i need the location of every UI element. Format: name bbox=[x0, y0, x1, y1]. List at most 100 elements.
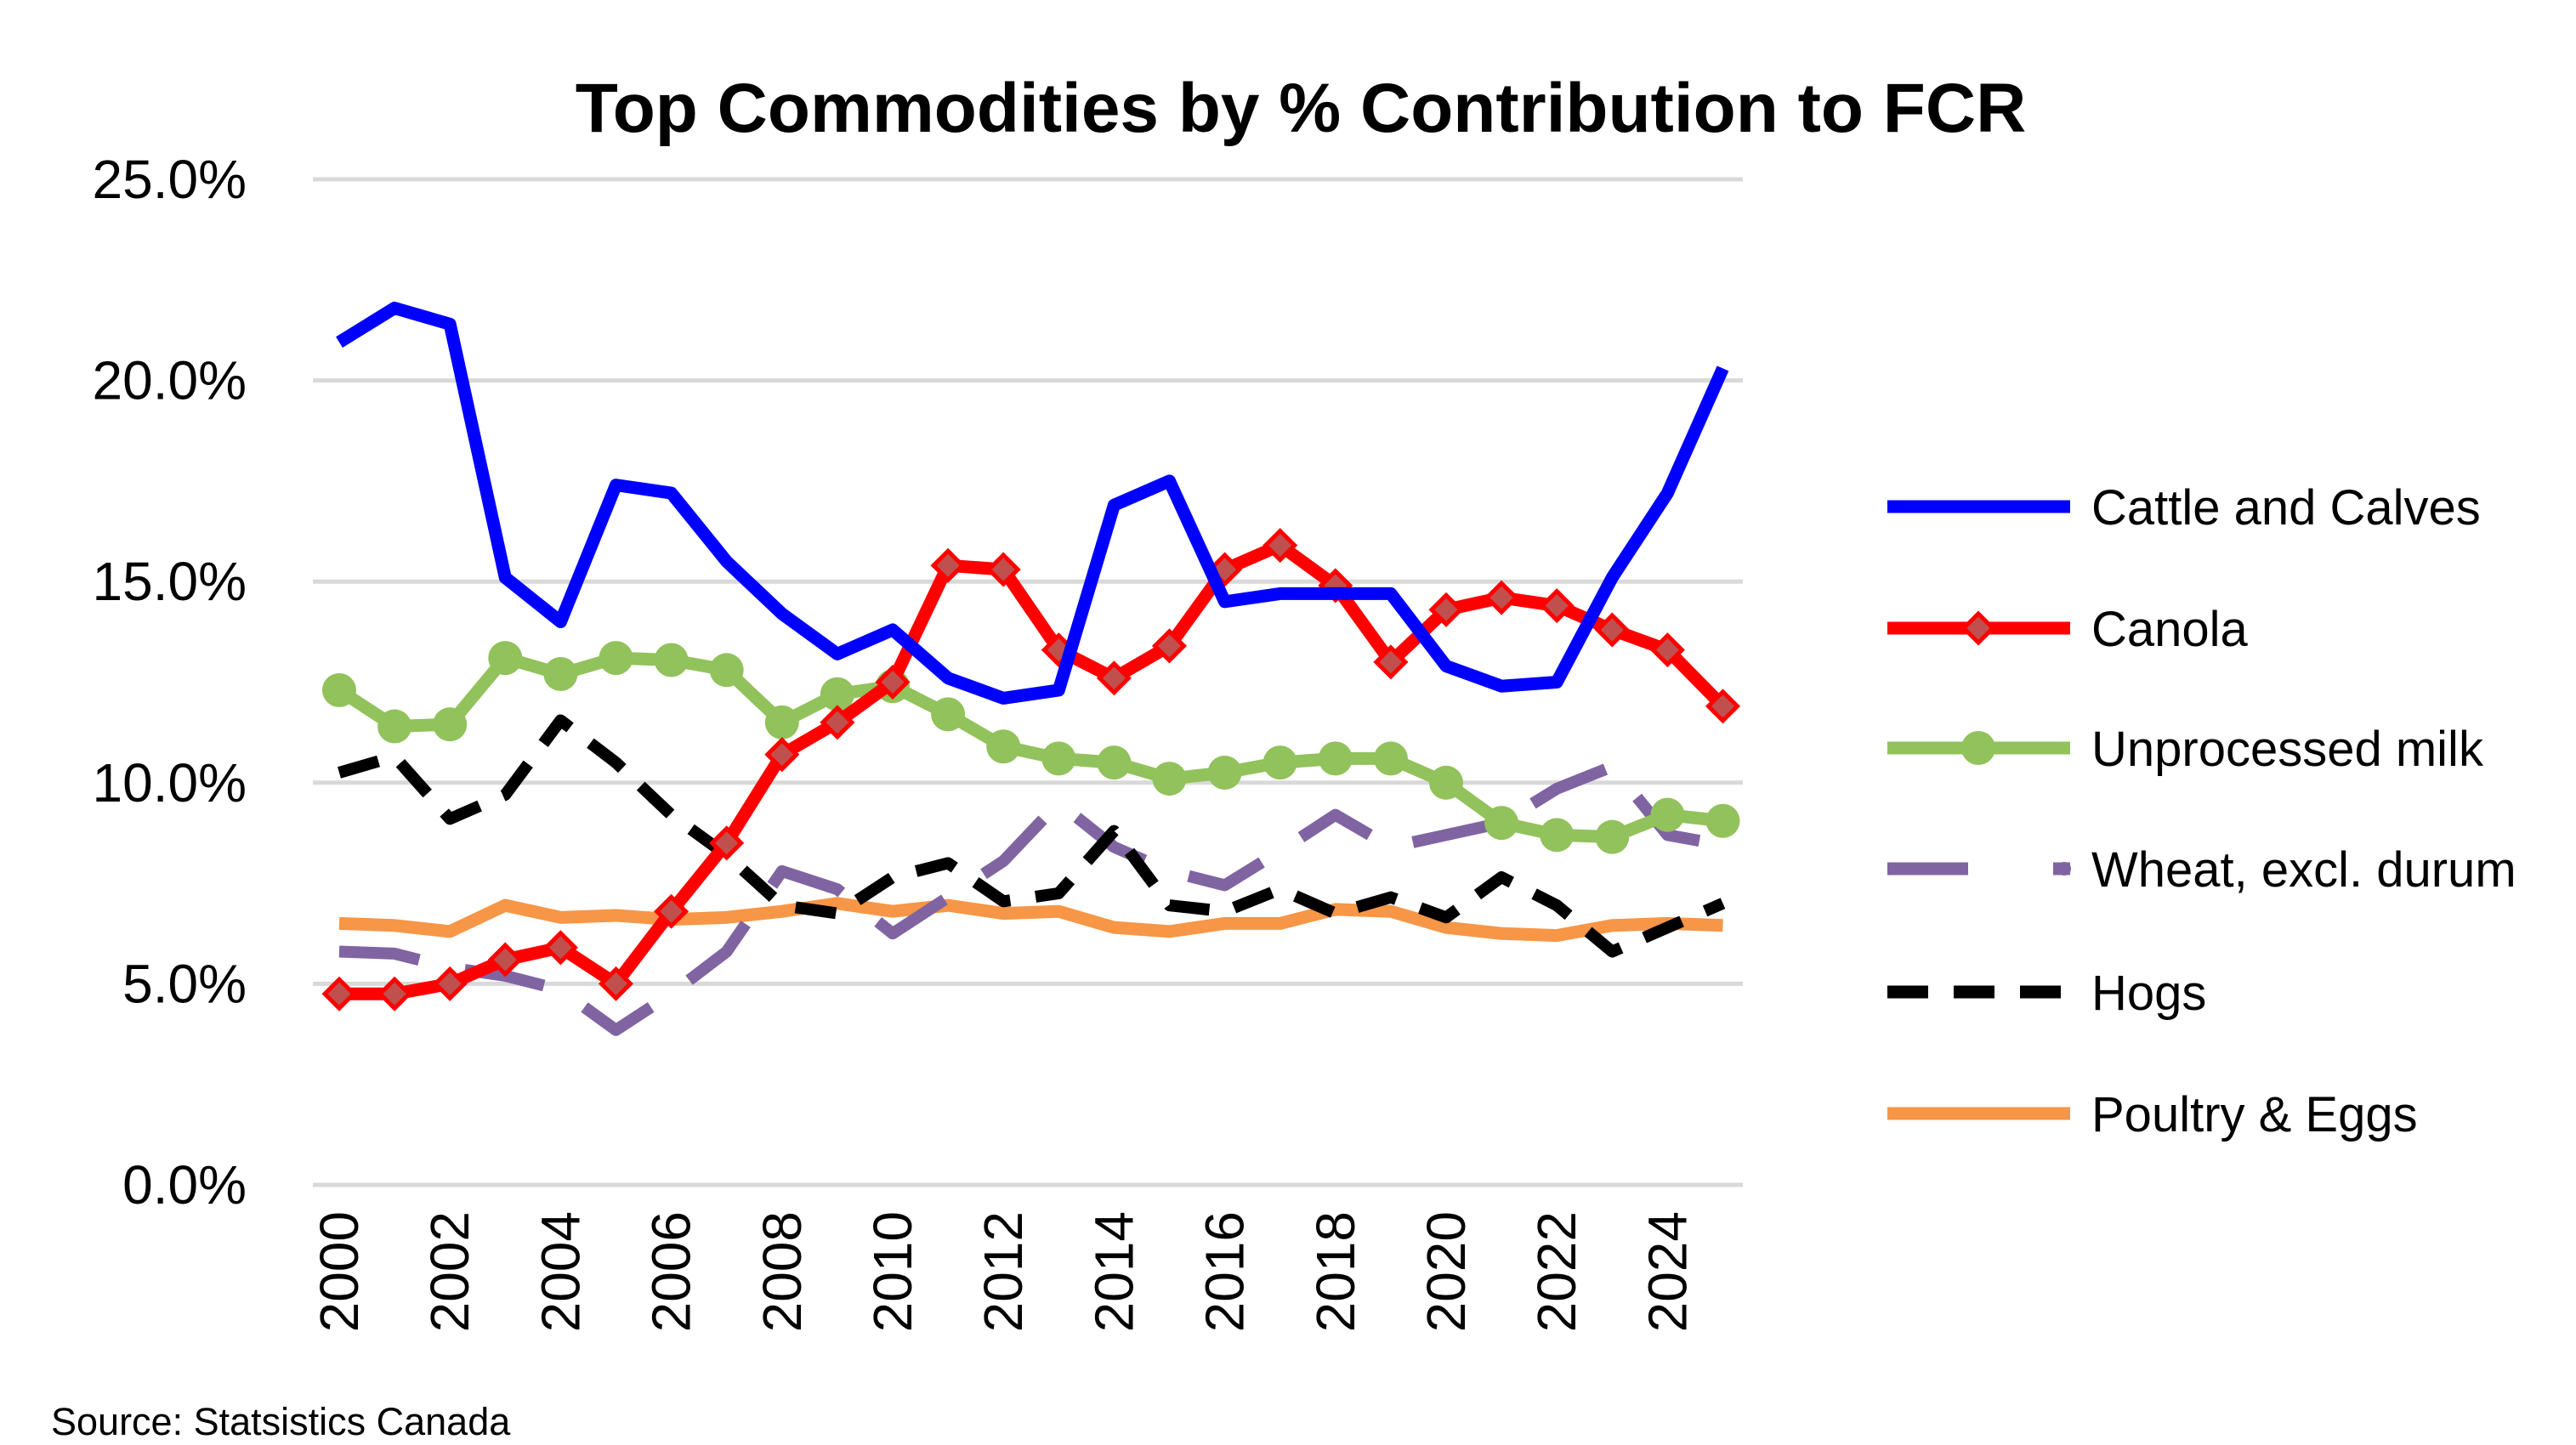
legend-item: Hogs bbox=[1887, 966, 2206, 1021]
data-point bbox=[1484, 580, 1519, 615]
x-tick-label: 2000 bbox=[309, 1211, 370, 1332]
legend: Cattle and Calves Canola Unprocessed milk W… bbox=[1887, 480, 2516, 1142]
data-point bbox=[542, 930, 578, 966]
y-axis-ticks: 0.0% 5.0% 10.0% 15.0% 20.0% 25.0% bbox=[93, 149, 247, 1216]
data-point bbox=[764, 737, 800, 773]
y-tick-label: 5.0% bbox=[122, 953, 247, 1014]
data-point bbox=[488, 641, 523, 676]
data-point bbox=[1207, 755, 1242, 790]
y-tick-label: 0.0% bbox=[122, 1154, 247, 1216]
x-tick-label: 2006 bbox=[641, 1211, 702, 1332]
data-point bbox=[321, 976, 357, 1012]
data-point bbox=[1649, 632, 1685, 668]
series-group bbox=[321, 301, 1741, 1036]
data-point bbox=[764, 705, 799, 740]
chart-title: Top Commodities by % Contribution to FCR bbox=[576, 70, 2027, 147]
x-tick-label: 2012 bbox=[973, 1211, 1034, 1332]
y-tick-label: 25.0% bbox=[93, 149, 247, 210]
data-point bbox=[1152, 762, 1187, 796]
series-line bbox=[338, 714, 1726, 958]
legend-marker bbox=[1961, 731, 1995, 765]
x-tick-label: 2022 bbox=[1526, 1211, 1587, 1332]
x-axis-ticks: 2000 2002 2004 2006 2008 2010 2012 2014 2016 2018… bbox=[309, 1211, 1698, 1332]
data-point bbox=[820, 705, 855, 740]
x-tick-label: 2018 bbox=[1305, 1211, 1366, 1332]
gridlines bbox=[313, 177, 1743, 1187]
x-tick-label: 2014 bbox=[1083, 1211, 1144, 1332]
x-tick-label: 2024 bbox=[1637, 1211, 1698, 1332]
data-point bbox=[599, 641, 633, 676]
x-tick-label: 2016 bbox=[1194, 1211, 1256, 1332]
legend-item: Wheat, excl. durum bbox=[1887, 842, 2516, 898]
data-point bbox=[1540, 818, 1575, 853]
x-tick-label: 2020 bbox=[1416, 1211, 1477, 1332]
data-point bbox=[875, 664, 911, 700]
data-point bbox=[1262, 528, 1298, 564]
data-point bbox=[709, 825, 745, 861]
legend-label: Canola bbox=[2091, 602, 2249, 657]
data-point bbox=[1428, 592, 1464, 627]
series-unprocessed-milk bbox=[322, 641, 1740, 854]
x-tick-label: 2010 bbox=[862, 1211, 923, 1332]
y-tick-label: 20.0% bbox=[93, 350, 247, 411]
series-poultry-eggs bbox=[338, 897, 1723, 943]
data-point bbox=[931, 697, 966, 732]
series-line bbox=[338, 760, 1724, 1036]
data-point bbox=[709, 653, 744, 688]
data-point bbox=[1096, 660, 1132, 696]
data-point bbox=[930, 547, 966, 583]
series-hogs bbox=[338, 714, 1726, 958]
data-point bbox=[1539, 588, 1575, 624]
data-point bbox=[322, 672, 356, 707]
series-line bbox=[338, 897, 1723, 943]
x-tick-label: 2008 bbox=[752, 1211, 813, 1332]
legend-label: Wheat, excl. durum bbox=[2091, 842, 2516, 898]
data-point bbox=[1262, 745, 1297, 780]
legend-swatch-dot bbox=[2057, 862, 2071, 876]
data-point bbox=[598, 966, 634, 1001]
source-note: Source: Statsistics Canada bbox=[51, 1400, 511, 1443]
legend-item: Cattle and Calves bbox=[1887, 480, 2481, 536]
legend-item: Canola bbox=[1887, 602, 2249, 657]
data-point bbox=[1705, 688, 1741, 724]
data-point bbox=[433, 707, 468, 742]
data-point bbox=[1318, 741, 1353, 776]
data-point bbox=[820, 677, 854, 711]
data-point bbox=[1041, 741, 1076, 776]
legend-label: Poultry & Eggs bbox=[2091, 1087, 2418, 1142]
series-line bbox=[336, 301, 1729, 705]
data-point bbox=[654, 643, 689, 677]
data-point bbox=[487, 942, 523, 978]
data-point bbox=[985, 552, 1021, 587]
legend-marker bbox=[1960, 610, 1996, 646]
legend-item: Unprocessed milk bbox=[1887, 722, 2484, 777]
data-point bbox=[1595, 819, 1630, 854]
legend-item: Poultry & Eggs bbox=[1887, 1087, 2418, 1142]
data-point bbox=[1650, 797, 1685, 832]
data-point bbox=[986, 729, 1021, 764]
data-point bbox=[1373, 644, 1409, 680]
legend-label: Cattle and Calves bbox=[2091, 480, 2481, 536]
data-point bbox=[1151, 628, 1188, 664]
y-tick-label: 15.0% bbox=[93, 551, 247, 612]
x-tick-label: 2002 bbox=[419, 1211, 480, 1332]
legend-label: Hogs bbox=[2091, 966, 2206, 1021]
data-point bbox=[377, 976, 412, 1012]
series-cattle-and-calves bbox=[336, 301, 1729, 705]
data-point bbox=[1594, 612, 1630, 648]
y-tick-label: 10.0% bbox=[93, 752, 247, 813]
data-point bbox=[654, 893, 689, 929]
data-point bbox=[543, 657, 578, 692]
legend-label: Unprocessed milk bbox=[2091, 722, 2484, 777]
data-point bbox=[377, 709, 412, 744]
data-point bbox=[1097, 745, 1132, 780]
data-point bbox=[1429, 765, 1463, 800]
series-canola bbox=[321, 528, 1741, 1012]
data-point bbox=[1484, 806, 1519, 841]
x-tick-label: 2004 bbox=[530, 1211, 591, 1332]
data-point bbox=[432, 966, 468, 1001]
data-point bbox=[1705, 803, 1740, 838]
series-wheat-excl-durum bbox=[338, 760, 1724, 1036]
data-point bbox=[1373, 741, 1408, 776]
